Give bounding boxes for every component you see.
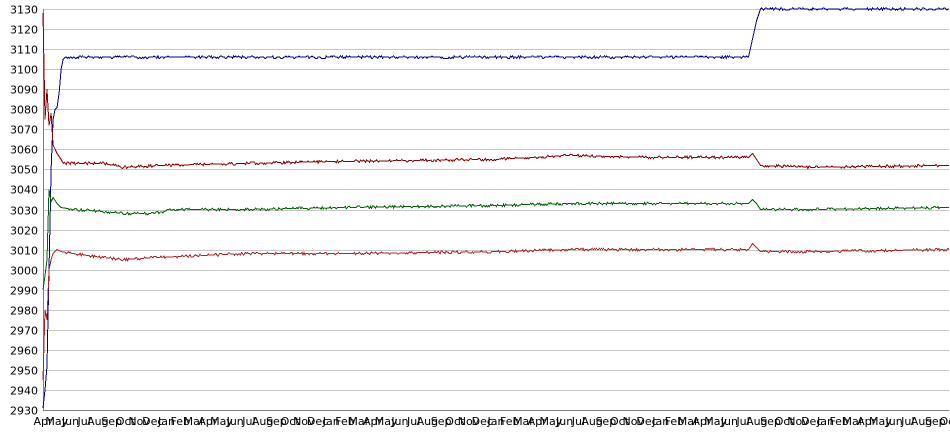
- y-tick-label: 3100: [10, 64, 38, 77]
- x-tick-label: Jan: [651, 415, 669, 428]
- series-line-3: [42, 189, 949, 290]
- x-tick-label: Mar: [513, 415, 534, 428]
- y-tick-label: 3120: [10, 24, 38, 37]
- x-tick-label: Dec: [636, 415, 657, 428]
- x-tick-label: Dec: [307, 415, 328, 428]
- y-tick-label: 3000: [10, 265, 38, 278]
- x-tick-label: Feb: [665, 415, 684, 428]
- y-tick-label: 3090: [10, 84, 38, 97]
- x-tick-label: Nov: [623, 415, 645, 428]
- series-line-1: [42, 6, 949, 409]
- series-line-2: [42, 12, 949, 170]
- x-tick-label: Aug: [87, 415, 108, 428]
- y-tick-label: 3030: [10, 205, 38, 218]
- y-axis-tick-labels: 3130 3120 3110 3100 3090 3080 3070 3060 3050 3040…: [10, 4, 38, 418]
- y-tick-label: 2980: [10, 305, 38, 318]
- x-tick-label: Aug: [746, 415, 767, 428]
- x-tick-label: Sep: [101, 415, 122, 428]
- x-tick-label: Jun: [884, 415, 902, 428]
- y-tick-label: 2930: [10, 405, 38, 418]
- x-tick-label: Feb: [829, 415, 848, 428]
- y-tick-label: 3110: [10, 44, 38, 57]
- y-tick-label: 2960: [10, 345, 38, 358]
- x-tick-label: Jul: [735, 415, 749, 428]
- x-tick-label: May: [540, 415, 563, 428]
- x-tick-label: Oct: [610, 415, 630, 428]
- x-tick-label: Aug: [252, 415, 273, 428]
- x-axis-tick-labels: AprMayJunJulAugSepOctNovDecJanFebMarAprM…: [33, 415, 950, 428]
- x-tick-label: Feb: [500, 415, 519, 428]
- y-tick-label: 2990: [10, 285, 38, 298]
- x-tick-label: Mar: [348, 415, 369, 428]
- x-tick-label: Apr: [528, 415, 548, 428]
- x-tick-label: Oct: [445, 415, 465, 428]
- x-tick-label: Mar: [843, 415, 864, 428]
- x-tick-label: Jul: [406, 415, 420, 428]
- y-tick-label: 2950: [10, 365, 38, 378]
- x-tick-label: Feb: [171, 415, 190, 428]
- x-tick-label: Dec: [801, 415, 822, 428]
- x-tick-label: May: [869, 415, 892, 428]
- x-tick-label: Mar: [184, 415, 205, 428]
- x-tick-label: Nov: [128, 415, 150, 428]
- x-tick-label: Sep: [925, 415, 946, 428]
- x-tick-label: May: [704, 415, 727, 428]
- x-tick-label: May: [45, 415, 68, 428]
- series-line-4: [42, 242, 950, 380]
- y-tick-label: 3010: [10, 245, 38, 258]
- x-tick-label: Feb: [335, 415, 354, 428]
- x-tick-label: Nov: [293, 415, 315, 428]
- x-tick-label: Jul: [241, 415, 255, 428]
- y-tick-label: 3040: [10, 184, 38, 197]
- y-tick-label: 3080: [10, 104, 38, 117]
- y-tick-label: 3050: [10, 164, 38, 177]
- y-tick-label: 3020: [10, 225, 38, 238]
- y-tick-label: 3070: [10, 124, 38, 137]
- x-tick-label: Aug: [581, 415, 602, 428]
- x-tick-label: Oct: [116, 415, 136, 428]
- x-tick-label: Nov: [458, 415, 480, 428]
- x-tick-label: Aug: [911, 415, 932, 428]
- x-tick-label: Sep: [595, 415, 616, 428]
- x-tick-label: Oct: [775, 415, 795, 428]
- x-tick-label: Mar: [678, 415, 699, 428]
- x-tick-label: Jan: [322, 415, 340, 428]
- x-tick-label: Apr: [33, 415, 53, 428]
- x-tick-label: Jan: [487, 415, 505, 428]
- x-tick-label: Jan: [157, 415, 175, 428]
- x-tick-label: Jul: [900, 415, 914, 428]
- x-tick-label: May: [375, 415, 398, 428]
- x-tick-label: Jun: [226, 415, 244, 428]
- x-tick-label: Sep: [760, 415, 781, 428]
- axes: [43, 9, 949, 411]
- x-tick-label: Jun: [390, 415, 408, 428]
- x-tick-label: Dec: [472, 415, 493, 428]
- x-tick-label: Oct: [939, 415, 950, 428]
- x-tick-label: Apr: [692, 415, 712, 428]
- x-tick-label: Aug: [417, 415, 438, 428]
- x-tick-label: Sep: [431, 415, 452, 428]
- x-tick-label: Oct: [281, 415, 301, 428]
- x-tick-label: Jan: [816, 415, 834, 428]
- x-tick-label: Dec: [142, 415, 163, 428]
- x-tick-label: Apr: [857, 415, 877, 428]
- gridlines: [43, 9, 949, 411]
- x-tick-label: Jul: [571, 415, 585, 428]
- y-tick-label: 2940: [10, 385, 38, 398]
- x-tick-label: Apr: [363, 415, 383, 428]
- y-tick-label: 3130: [10, 4, 38, 17]
- x-tick-label: May: [210, 415, 233, 428]
- x-tick-label: Jun: [61, 415, 79, 428]
- x-tick-label: Jun: [720, 415, 738, 428]
- x-tick-label: Nov: [787, 415, 809, 428]
- x-tick-label: Sep: [266, 415, 287, 428]
- y-tick-label: 3060: [10, 144, 38, 157]
- x-tick-label: Jun: [555, 415, 573, 428]
- y-tick-label: 2970: [10, 325, 38, 338]
- x-tick-label: Jul: [77, 415, 91, 428]
- data-series: [42, 6, 950, 409]
- x-tick-label: Apr: [198, 415, 218, 428]
